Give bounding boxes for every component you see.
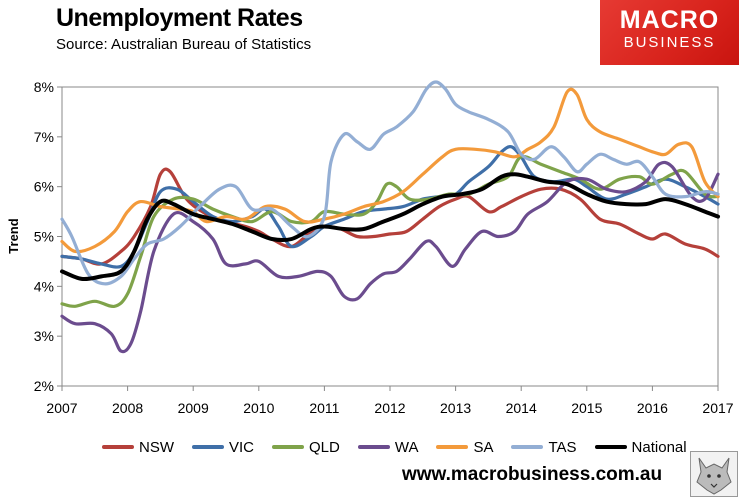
macrobusiness-logo[interactable]: MACRO BUSINESS — [600, 0, 739, 65]
legend-label: QLD — [309, 438, 340, 456]
legend-item-qld: QLD — [272, 439, 340, 456]
legend-label: SA — [473, 438, 494, 456]
y-tick-label: 6% — [34, 179, 54, 195]
chart-title: Unemployment Rates — [56, 4, 303, 32]
y-tick-label: 5% — [34, 229, 54, 245]
legend-label: NSW — [139, 438, 174, 456]
series-line-wa — [60, 160, 720, 354]
legend-item-tas: TAS — [511, 438, 577, 456]
legend-label: TAS — [548, 438, 577, 456]
legend-item-wa: WA — [357, 438, 419, 456]
chart-source: Source: Australian Bureau of Statistics — [56, 36, 312, 53]
logo-line-1: MACRO — [619, 6, 720, 34]
legend-label: VIC — [229, 438, 255, 456]
x-tick-label: 2010 — [243, 400, 274, 416]
x-tick-label: 2013 — [440, 400, 471, 416]
series-line-sa — [60, 87, 720, 254]
y-tick-label: 4% — [34, 278, 54, 294]
legend-swatch — [192, 445, 224, 449]
legend-item-vic: VIC — [192, 439, 254, 456]
legend-label: National — [631, 438, 687, 456]
series-line-national — [60, 172, 720, 282]
x-tick-label: 2014 — [506, 400, 537, 416]
series-line-tas — [60, 80, 720, 286]
legend-swatch — [511, 445, 544, 449]
legend-label: WA — [394, 438, 419, 456]
x-tick-label: 2007 — [46, 400, 77, 416]
y-axis-label: Trend — [6, 218, 21, 253]
x-tick-label: 2016 — [637, 400, 668, 416]
x-tick-label: 2012 — [374, 400, 405, 416]
y-tick-label: 8% — [34, 79, 54, 95]
series-line-qld — [60, 154, 720, 309]
logo-line-2: BUSINESS — [623, 34, 716, 51]
website-url[interactable]: www.macrobusiness.com.au — [402, 464, 663, 485]
legend-swatch — [102, 445, 134, 449]
y-tick-label: 3% — [34, 328, 54, 344]
x-tick-label: 2011 — [309, 400, 339, 416]
series-lines — [60, 80, 720, 354]
series-line-vic — [60, 145, 720, 269]
x-tick-label: 2015 — [571, 400, 602, 416]
x-tick-label: 2009 — [178, 400, 209, 416]
y-axis-ticks: 2% 3% 4% 5% 6% 7% 8% — [34, 79, 62, 394]
x-tick-label: 2008 — [112, 400, 143, 416]
y-tick-label: 2% — [34, 378, 54, 394]
legend-item-national: National — [594, 438, 687, 456]
y-tick-label: 7% — [34, 129, 54, 145]
x-axis-ticks: 2007 2008 2009 2010 2011 2012 2013 2014 2015 2016… — [46, 386, 734, 416]
legend: NSW VIC QLD WA SA TAS National — [102, 437, 705, 457]
series-line-nsw — [60, 167, 720, 266]
x-tick-label: 2017 — [702, 400, 733, 416]
legend-swatch — [436, 445, 469, 449]
legend-swatch — [594, 445, 627, 449]
legend-swatch — [357, 445, 390, 449]
legend-item-nsw: NSW — [102, 439, 174, 456]
legend-swatch — [272, 445, 305, 449]
legend-item-sa: SA — [436, 439, 493, 456]
wolf-logo-icon — [690, 451, 738, 497]
